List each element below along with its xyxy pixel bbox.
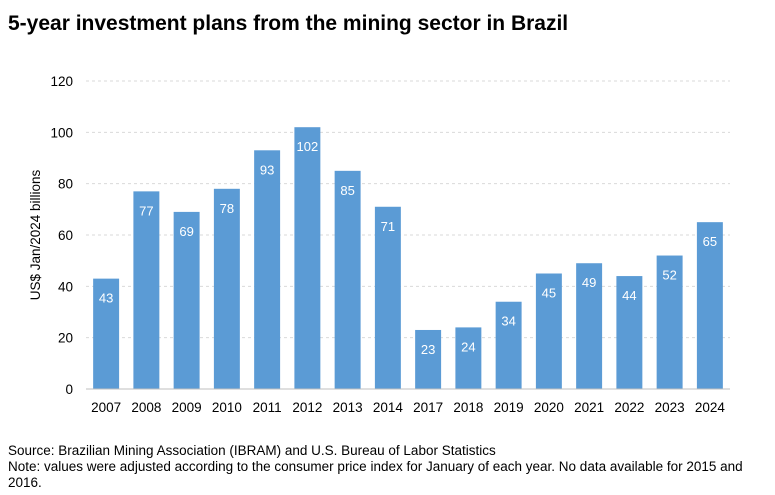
data-label: 43 — [99, 291, 113, 306]
data-label: 78 — [220, 201, 234, 216]
data-label: 85 — [340, 183, 354, 198]
y-tick-label: 100 — [50, 125, 73, 140]
x-tick-label: 2021 — [574, 400, 604, 415]
x-tick-label: 2011 — [253, 400, 282, 415]
x-tick-label: 2022 — [614, 400, 644, 415]
bar — [374, 206, 401, 389]
bar — [173, 211, 200, 389]
y-tick-label: 80 — [58, 177, 73, 192]
data-label: 65 — [703, 234, 717, 249]
x-tick-label: 2020 — [534, 400, 564, 415]
data-label: 45 — [542, 286, 556, 301]
chart-title: 5-year investment plans from the mining … — [8, 12, 569, 35]
x-tick-label: 2013 — [333, 400, 363, 415]
bar — [93, 278, 120, 389]
data-label: 71 — [381, 219, 395, 234]
footnote: Note: values were adjusted according to … — [8, 459, 743, 490]
x-tick-label: 2019 — [494, 400, 524, 415]
data-label: 69 — [179, 224, 193, 239]
y-tick-label: 40 — [58, 279, 73, 294]
x-tick-label: 2023 — [655, 400, 685, 415]
data-label: 23 — [421, 342, 435, 357]
bar — [696, 222, 723, 389]
data-label: 24 — [461, 339, 475, 354]
y-tick-label: 0 — [65, 382, 73, 397]
y-axis-label: US$ Jan/2024 billions — [28, 169, 43, 300]
x-tick-label: 2007 — [91, 400, 121, 415]
data-label: 49 — [582, 275, 596, 290]
x-tick-label: 2014 — [373, 400, 404, 415]
y-tick-label: 20 — [58, 331, 73, 346]
x-tick-label: 2024 — [695, 400, 726, 415]
bar-chart: 0 20 40 60 80 100 120 US$ Jan/2024 billions 43 20… — [28, 74, 730, 415]
bar — [294, 127, 321, 389]
bar — [455, 327, 482, 389]
x-tick-label: 2018 — [453, 400, 483, 415]
data-label: 34 — [501, 314, 515, 329]
data-label: 102 — [297, 139, 319, 154]
x-tick-label: 2008 — [131, 400, 161, 415]
bar — [616, 276, 643, 389]
bar — [334, 170, 361, 389]
bar — [656, 255, 683, 389]
bar — [415, 329, 442, 389]
data-label: 93 — [260, 162, 274, 177]
x-tick-label: 2012 — [292, 400, 322, 415]
bar — [495, 301, 522, 389]
bar — [133, 191, 160, 389]
bar — [254, 150, 281, 389]
bar — [535, 273, 562, 389]
y-tick-label: 120 — [50, 74, 73, 89]
data-label: 52 — [662, 268, 676, 283]
x-tick-label: 2017 — [413, 400, 443, 415]
data-label: 44 — [622, 288, 636, 303]
x-tick-label: 2010 — [212, 400, 242, 415]
y-tick-label: 60 — [58, 228, 73, 243]
data-label: 77 — [139, 203, 153, 218]
x-tick-label: 2009 — [172, 400, 202, 415]
bar — [213, 188, 240, 389]
bar — [576, 263, 603, 389]
source-note: Source: Brazilian Mining Association (IB… — [8, 443, 496, 458]
